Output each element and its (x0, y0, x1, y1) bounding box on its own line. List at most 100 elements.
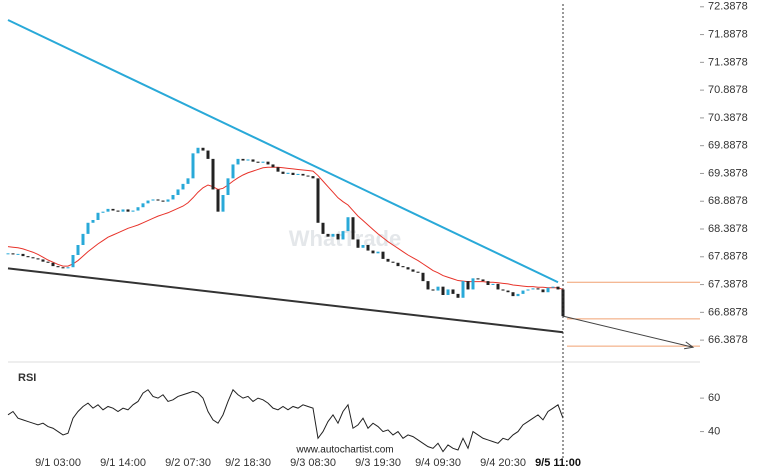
rsi-line (7, 388, 564, 453)
candle (511, 292, 515, 297)
y-tick-label: 40 (708, 425, 720, 437)
candle (166, 199, 170, 202)
candle (26, 256, 30, 258)
candle (461, 281, 465, 298)
candle (456, 293, 460, 298)
candle (286, 172, 290, 174)
footer: www.autochartist.com (295, 445, 393, 456)
candle (211, 158, 215, 190)
candle (151, 199, 155, 201)
y-tick-label: 67.3878 (708, 278, 748, 290)
y-tick-label: 71.3878 (708, 56, 748, 68)
candle (321, 222, 325, 234)
candle (291, 172, 295, 175)
candle (31, 257, 35, 259)
candle (486, 281, 490, 285)
candle (121, 209, 125, 212)
candle (396, 262, 400, 267)
y-tick-label: 67.8878 (708, 251, 748, 263)
candle (111, 208, 115, 211)
candle (311, 176, 315, 179)
candle (136, 207, 140, 211)
y-tick-label: 71.8878 (708, 28, 748, 40)
candle (11, 253, 15, 255)
candle (256, 161, 260, 163)
projection-arrow (562, 315, 694, 348)
candle (431, 289, 435, 291)
candle (546, 287, 550, 293)
candle (231, 164, 235, 179)
candle (76, 245, 80, 255)
rsi-title: RSI (18, 372, 36, 384)
candle (126, 209, 130, 212)
candle (251, 159, 255, 162)
candle (551, 286, 555, 288)
candle (506, 290, 510, 293)
x-tick-label: 9/3 19:30 (355, 457, 401, 469)
candle (51, 262, 55, 267)
candle (326, 233, 330, 237)
candle (386, 258, 390, 262)
candle (71, 255, 75, 268)
candle (186, 178, 190, 184)
candle (141, 203, 145, 208)
candle (236, 158, 240, 165)
x-tick-label: 9/1 14:00 (100, 457, 146, 469)
candle (46, 261, 50, 263)
x-tick-label: 9/2 07:30 (165, 457, 211, 469)
candle (376, 251, 380, 254)
moving-average (7, 166, 564, 290)
candle (206, 150, 210, 159)
candle (341, 231, 345, 240)
y-tick-label: 66.3878 (708, 334, 748, 346)
candle (81, 233, 85, 245)
candle (446, 289, 450, 295)
x-tick-label: 9/1 03:00 (35, 457, 81, 469)
candle (421, 272, 425, 282)
candle (316, 178, 320, 223)
candle (476, 278, 480, 280)
candle (91, 220, 95, 223)
candle (531, 288, 535, 290)
y-tick-label: 70.3878 (708, 112, 748, 124)
candle (481, 279, 485, 282)
y-tick-label: 66.8878 (708, 306, 748, 318)
candle (306, 175, 310, 177)
candle (381, 251, 385, 259)
candle (176, 189, 180, 195)
candle (41, 259, 45, 262)
candle (146, 200, 150, 204)
candle (296, 173, 300, 175)
candle (96, 212, 100, 220)
trendline (7, 267, 564, 334)
candle (556, 286, 560, 290)
trendline (7, 19, 559, 284)
arrow-head (684, 341, 695, 350)
candle (276, 167, 280, 172)
candle (161, 200, 165, 202)
candle (16, 253, 20, 255)
candle (521, 290, 525, 294)
candle (226, 178, 230, 195)
candle (501, 289, 505, 291)
x-tick-label: 9/3 08:30 (290, 457, 336, 469)
candle (216, 189, 220, 212)
candle (271, 164, 275, 168)
x-tick-label: 9/2 18:30 (225, 457, 271, 469)
candle (86, 222, 90, 234)
candle (241, 158, 245, 161)
candle (346, 217, 350, 232)
candle (391, 261, 395, 263)
candle (536, 288, 540, 290)
x-tick-label: 9/4 20:30 (480, 457, 526, 469)
candle (441, 286, 445, 295)
candle (21, 253, 25, 257)
candle (356, 239, 360, 248)
candle (36, 258, 40, 260)
candle (416, 271, 420, 273)
candle (196, 147, 200, 154)
candle (61, 267, 65, 269)
x-tick-label: 9/4 09:30 (415, 457, 461, 469)
candle (181, 183, 185, 190)
